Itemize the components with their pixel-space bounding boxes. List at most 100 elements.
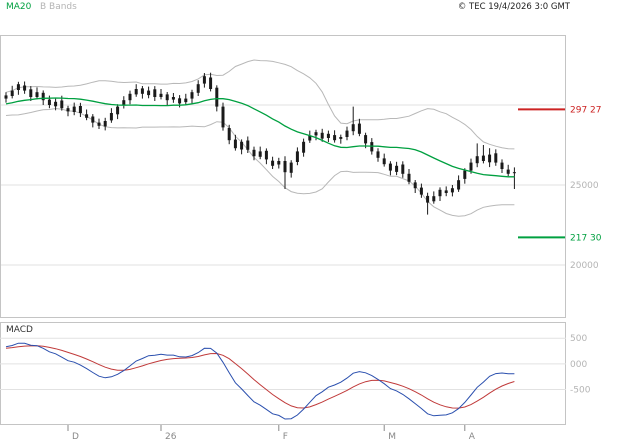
bbands-legend: B Bands	[40, 2, 77, 12]
candle-body	[271, 160, 275, 166]
candle-body	[500, 162, 504, 169]
month-label: M	[388, 432, 396, 440]
candle-body	[159, 93, 163, 97]
candle-body	[209, 77, 213, 89]
candle-body	[308, 135, 312, 141]
candle-body	[233, 139, 237, 149]
candle-body	[165, 94, 169, 101]
candle-body	[326, 133, 330, 138]
candle-body	[333, 135, 337, 141]
candle-body	[54, 101, 58, 107]
candle-body	[339, 137, 343, 139]
price-axis-label: 25000	[570, 181, 599, 191]
candle-body	[388, 163, 392, 171]
macd-axis-label: 000	[570, 360, 587, 370]
candle-body	[246, 140, 250, 150]
candle-body	[140, 88, 144, 94]
candle-body	[23, 85, 27, 91]
candle-body	[302, 141, 306, 153]
month-label: F	[283, 432, 288, 440]
candle-body	[407, 173, 411, 182]
candle-body	[10, 90, 14, 96]
candle-body	[264, 150, 268, 160]
candle-body	[419, 187, 423, 195]
candle-body	[438, 189, 442, 197]
candle-body	[364, 135, 368, 144]
candle-body	[457, 180, 461, 190]
candle-body	[401, 164, 405, 174]
month-label: D	[72, 432, 79, 440]
candle-body	[91, 116, 95, 123]
candle-body	[444, 190, 448, 193]
candle-body	[506, 169, 510, 174]
candle-body	[66, 108, 70, 112]
candle-body	[494, 153, 498, 163]
candle-body	[47, 99, 51, 105]
candle-body	[450, 188, 454, 193]
candle-body	[258, 151, 262, 157]
candle-body	[432, 196, 436, 202]
candle-body	[475, 156, 479, 164]
candle-body	[314, 132, 318, 136]
candle-body	[171, 97, 175, 100]
copyright-text: © TEC 19/4/2026 3:0 GMT	[457, 2, 570, 12]
candle-body	[178, 98, 182, 104]
candle-body	[469, 162, 473, 171]
bollinger-lower-line	[5, 107, 515, 217]
candle-body	[16, 84, 20, 90]
candle-body	[103, 121, 107, 127]
candle-body	[122, 100, 126, 106]
price-axis-label: 217 30	[570, 233, 602, 243]
candle-body	[512, 172, 516, 174]
ma20-line	[5, 97, 515, 178]
candle-body	[215, 87, 219, 107]
candle-body	[295, 151, 299, 162]
candle-body	[395, 165, 399, 172]
candle-body	[202, 76, 206, 84]
candle-body	[283, 161, 287, 173]
candle-body	[382, 158, 386, 165]
price-axis-label: 297 27	[570, 105, 602, 115]
macd-panel-border	[0, 322, 566, 425]
candle-body	[134, 89, 138, 95]
candle-body	[376, 151, 380, 158]
candle-body	[345, 130, 349, 137]
candle-body	[426, 195, 430, 203]
candle-body	[481, 155, 485, 161]
price-axis-label: 20000	[570, 261, 599, 271]
candle-body	[147, 90, 151, 96]
candle-body	[29, 89, 33, 97]
candle-body	[227, 128, 231, 141]
macd-legend: MACD	[6, 325, 33, 335]
candle-body	[252, 149, 256, 157]
candle-body	[97, 122, 101, 126]
candle-body	[196, 84, 200, 93]
ma20-legend: MA20	[6, 2, 32, 12]
candle-body	[190, 92, 194, 99]
candle-body	[153, 89, 157, 97]
macd-axis-label: 500	[570, 334, 587, 344]
candle-body	[4, 95, 8, 99]
main-panel-border	[0, 35, 566, 318]
macd-line	[5, 342, 515, 420]
candle-body	[277, 161, 281, 165]
candle-body	[35, 92, 39, 97]
candle-body	[85, 114, 89, 118]
candle-body	[240, 141, 244, 150]
candle-body	[72, 106, 76, 112]
candle-body	[78, 106, 82, 113]
candle-body	[488, 154, 492, 163]
candle-body	[116, 106, 120, 115]
candle-body	[320, 132, 324, 139]
candle-body	[128, 93, 132, 101]
candle-body	[41, 92, 45, 101]
candle-body	[289, 162, 293, 173]
month-label: A	[469, 432, 476, 440]
candle-body	[357, 123, 361, 134]
candle-body	[351, 124, 355, 132]
candle-body	[221, 106, 225, 128]
month-label: 26	[165, 432, 177, 440]
macd-signal-line	[5, 345, 515, 409]
